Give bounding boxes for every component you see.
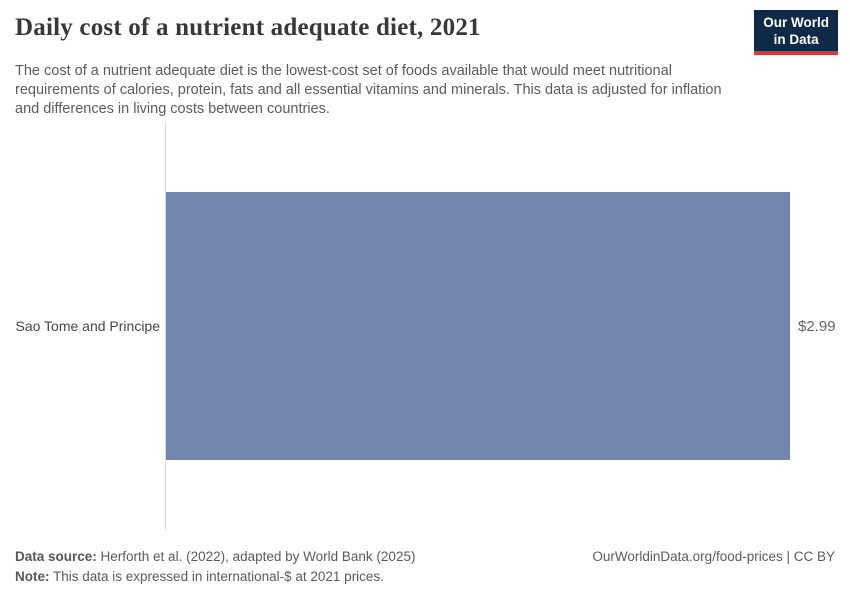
data-source-text: Herforth et al. (2022), adapted by World… [96, 549, 416, 564]
owid-logo-line2: in Data [773, 32, 819, 47]
y-axis-line [165, 122, 166, 530]
note-line: Note: This data is expressed in internat… [15, 567, 835, 587]
data-source-label: Data source: [15, 549, 97, 564]
bar-chart-plot-area: Sao Tome and Principe $2.99 [0, 122, 836, 530]
note-text: This data is expressed in international-… [49, 569, 384, 584]
bar-row: Sao Tome and Principe $2.99 [0, 192, 836, 460]
chart-footer: Data source: Herforth et al. (2022), ada… [15, 547, 835, 587]
owid-logo[interactable]: Our World in Data [754, 10, 838, 55]
bar-track [166, 192, 790, 460]
chart-subtitle: The cost of a nutrient adequate diet is … [15, 63, 722, 117]
page-title: Daily cost of a nutrient adequate diet, … [15, 14, 481, 41]
data-source-line: Data source: Herforth et al. (2022), ada… [15, 547, 835, 567]
owid-logo-line1: Our World [763, 15, 829, 30]
owid-url-link[interactable]: OurWorldinData.org/food-prices | CC BY [592, 549, 835, 564]
bar[interactable] [166, 192, 790, 460]
note-label: Note: [15, 569, 50, 584]
bar-value-label: $2.99 [798, 317, 836, 335]
bar-category-label: Sao Tome and Principe [15, 318, 161, 334]
